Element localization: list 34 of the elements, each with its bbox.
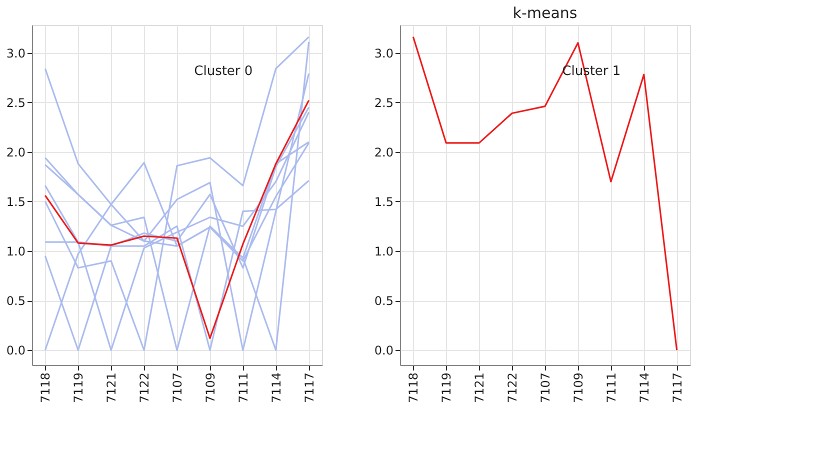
y-tick-label: 0.5 [374, 294, 394, 308]
y-tick-label: 2.5 [6, 96, 26, 110]
x-tick-label: 7122 [138, 372, 152, 404]
y-tick-label: 1.0 [6, 244, 26, 259]
x-tick-label: 7111 [236, 372, 250, 404]
y-tick-label: 1.0 [374, 244, 394, 259]
y-tick-label: 2.5 [374, 96, 394, 110]
x-tick-label: 7107 [538, 372, 552, 404]
y-tick-label: 0.0 [374, 344, 394, 358]
x-tick-label: 7117 [670, 372, 684, 404]
y-tick-label: 2.0 [6, 145, 26, 160]
x-tick-label: 7109 [571, 372, 586, 404]
x-tick-label: 7118 [406, 372, 421, 404]
x-tick-label: 7121 [104, 372, 119, 404]
x-tick-label: 7122 [506, 372, 520, 404]
chart-title: k-means [512, 4, 578, 22]
x-tick-label: 7121 [472, 372, 487, 404]
x-tick-label: 7118 [38, 372, 53, 404]
y-tick-label: 3.0 [374, 46, 394, 60]
x-tick-label: 7109 [203, 372, 218, 404]
x-tick-label: 7107 [170, 372, 184, 404]
y-tick-label: 1.5 [6, 194, 26, 209]
y-tick-label: 3.0 [6, 46, 26, 60]
y-tick-label: 0.0 [6, 344, 26, 358]
y-tick-label: 0.5 [6, 294, 26, 308]
y-tick-label: 1.5 [374, 194, 394, 209]
x-tick-label: 7111 [604, 372, 618, 404]
x-tick-label: 7119 [440, 372, 454, 404]
x-tick-label: 7119 [72, 372, 86, 404]
y-tick-label: 2.0 [374, 145, 394, 160]
x-tick-label: 7117 [302, 372, 316, 404]
x-tick-label: 7114 [637, 372, 652, 404]
annotation: Cluster 0 [194, 64, 253, 79]
x-tick-label: 7114 [269, 372, 284, 404]
